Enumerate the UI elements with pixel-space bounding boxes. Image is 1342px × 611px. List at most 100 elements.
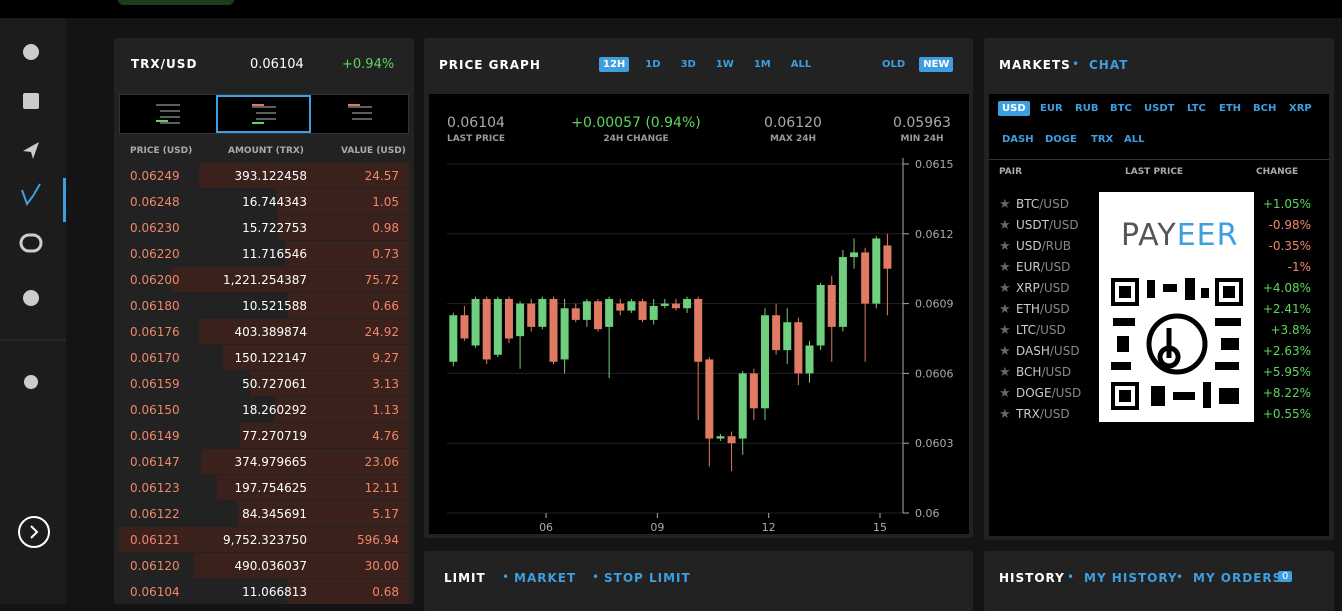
col-pair: PAIR xyxy=(999,167,1023,177)
depth-bar xyxy=(193,553,409,578)
range-button[interactable]: ALL xyxy=(790,59,812,70)
range-button[interactable]: 12H xyxy=(599,57,630,72)
range-button[interactable]: 3D xyxy=(680,59,696,70)
star: ★ xyxy=(999,386,1011,401)
pair-quote: /USD xyxy=(1039,281,1070,295)
depth-bar xyxy=(287,293,409,318)
currency-tab[interactable]: ALL xyxy=(1124,134,1145,145)
order-price: 0.06249 xyxy=(130,169,180,183)
dashboard-icon[interactable] xyxy=(23,44,39,60)
order-value: 0.98 xyxy=(372,221,399,235)
y-tick-label: 0.06 xyxy=(915,507,940,520)
order-row: 0.06248 16.744343 1.05 xyxy=(119,189,409,215)
order-amount: 50.727061 xyxy=(242,377,307,391)
pair-name: BCH/USD xyxy=(1016,365,1071,379)
x-tick-label: 09 xyxy=(650,521,664,534)
ad-banner[interactable]: PAYEER xyxy=(1099,192,1254,422)
my-history-tab[interactable]: MY HISTORY xyxy=(1084,571,1178,585)
currency-tab[interactable]: USDT xyxy=(1144,103,1175,114)
col-value: VALUE (USD) xyxy=(341,146,406,156)
currency-tab[interactable]: USD xyxy=(998,101,1030,116)
order-value: 1.05 xyxy=(372,195,399,209)
history-icon[interactable] xyxy=(23,290,39,306)
depth-bar xyxy=(276,189,409,214)
star: ★ xyxy=(999,407,1011,422)
markets-tab[interactable]: MARKETS xyxy=(999,58,1071,72)
stop-limit-tab[interactable]: STOP LIMIT xyxy=(604,571,691,585)
view-icons xyxy=(156,104,372,124)
graph-title: PRICE GRAPH xyxy=(439,58,541,72)
exchange-icon[interactable] xyxy=(19,233,43,253)
add-icon[interactable] xyxy=(23,93,39,109)
currency-tab[interactable]: XRP xyxy=(1289,103,1312,114)
candle-body xyxy=(749,373,758,409)
candle-body xyxy=(471,298,480,346)
depth-bar xyxy=(274,397,409,422)
stat-value: 0.06104 xyxy=(447,115,505,131)
y-tick-label: 0.0615 xyxy=(915,158,954,171)
order-value: 24.57 xyxy=(364,169,399,183)
pair-name: DOGE/USD xyxy=(1016,386,1081,400)
candle-body xyxy=(683,298,692,309)
order-amount: 11.716546 xyxy=(242,247,307,261)
top-button[interactable] xyxy=(118,0,234,5)
pair-quote: /USD xyxy=(1040,260,1071,274)
history-tab[interactable]: HISTORY xyxy=(999,571,1065,585)
expand-button[interactable] xyxy=(18,516,50,548)
expand-arrow xyxy=(30,525,39,539)
candle-body xyxy=(716,436,725,439)
send-icon[interactable] xyxy=(23,142,39,159)
order-price: 0.06149 xyxy=(130,429,180,443)
range-button[interactable]: 1D xyxy=(645,59,661,70)
price: 0.06104 xyxy=(250,57,304,72)
order-price: 0.06104 xyxy=(130,585,180,599)
currency-tab[interactable]: BTC xyxy=(1110,103,1132,114)
currency-tab[interactable]: LTC xyxy=(1187,103,1206,114)
currency-tab[interactable]: RUB xyxy=(1075,103,1099,114)
depth-bar xyxy=(237,501,409,526)
pair-change: -0.98% xyxy=(1268,218,1311,232)
pair-change: +8.22% xyxy=(1262,386,1311,400)
limit-tab[interactable]: LIMIT xyxy=(444,571,486,585)
depth-bar xyxy=(198,319,409,344)
candle-body xyxy=(594,301,603,330)
pair-base: USDT xyxy=(1016,218,1049,232)
candle-body xyxy=(883,245,892,269)
currency-tab[interactable]: DOGE xyxy=(1045,134,1077,145)
range-button[interactable]: 1M xyxy=(753,59,771,70)
mode-buttons: OLD NEW xyxy=(878,57,954,72)
pair-name: USD/RUB xyxy=(1016,239,1071,253)
order-value: 596.94 xyxy=(357,533,399,547)
my-orders-tab[interactable]: MY ORDERS xyxy=(1193,571,1283,585)
candle-body xyxy=(816,284,825,346)
pair-quote: /USD xyxy=(1049,344,1080,358)
depth-bar xyxy=(171,267,409,292)
range-button[interactable]: 1W xyxy=(715,59,734,70)
order-price: 0.06230 xyxy=(130,221,180,235)
view-both[interactable] xyxy=(216,95,311,133)
order-price: 0.06248 xyxy=(130,195,180,209)
settings-icon[interactable] xyxy=(24,375,38,389)
x-tick-label: 06 xyxy=(539,521,553,534)
mode-button[interactable]: OLD xyxy=(882,59,906,70)
market-tab[interactable]: MARKET xyxy=(514,571,577,585)
order-value: 5.17 xyxy=(372,507,399,521)
chat-tab[interactable]: CHAT xyxy=(1089,58,1129,72)
candle-body xyxy=(660,303,669,306)
candle-body xyxy=(527,303,536,327)
currency-tab[interactable]: ETH xyxy=(1219,103,1242,114)
mode-button[interactable]: NEW xyxy=(919,57,954,72)
ad-text-1: PAY xyxy=(1121,218,1177,253)
pair-change: +4.08% xyxy=(1262,281,1311,295)
currency-tab[interactable]: DASH xyxy=(1002,134,1034,145)
order-amount: 197.754625 xyxy=(234,481,307,495)
pair-name: ETH/USD xyxy=(1016,302,1070,316)
dot: • xyxy=(1072,57,1080,71)
currency-tab[interactable]: BCH xyxy=(1253,103,1277,114)
pair-change: -1% xyxy=(1287,260,1311,274)
col-change: CHANGE xyxy=(1256,167,1299,177)
order-value: 0.68 xyxy=(372,585,399,599)
currency-tab[interactable]: TRX xyxy=(1091,134,1114,145)
currency-tab[interactable]: EUR xyxy=(1040,103,1063,114)
chart-icon[interactable] xyxy=(21,183,41,207)
